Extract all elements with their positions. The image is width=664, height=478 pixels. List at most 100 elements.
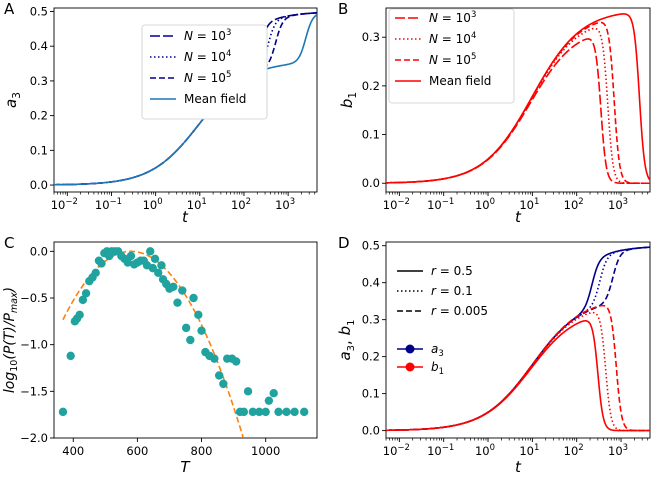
scatter-point: [173, 298, 182, 307]
y-label-part: 10: [9, 360, 20, 372]
legend-marker: [405, 344, 415, 354]
legend-box: [141, 24, 268, 120]
scatter-point: [81, 289, 91, 298]
x-axis-label: t: [515, 208, 522, 226]
legend-label-eq: = 10: [438, 32, 471, 46]
legend-label: N = 104: [184, 49, 231, 64]
legend-marker: [405, 362, 415, 372]
legend-label-var: a: [431, 342, 438, 356]
x-tick-label: 103: [608, 443, 628, 458]
legend-box: [388, 8, 515, 104]
x-tick-label: 10−1: [427, 197, 454, 212]
legend-label-var: N: [184, 29, 193, 43]
legend-label-var: N: [184, 50, 193, 64]
x-tick-label: 100: [475, 197, 495, 212]
y-label-part: 3: [346, 345, 357, 351]
y-label-part: ): [2, 287, 18, 293]
legend-label-var: r: [431, 264, 437, 278]
scatter-point: [150, 254, 160, 263]
legend-label-exp: 3: [226, 28, 231, 38]
scatter-point: [178, 286, 187, 295]
legend-label-var: N: [429, 32, 438, 46]
y-label-part: b: [336, 326, 354, 336]
scatter-point: [197, 326, 206, 335]
scatter-point: [169, 282, 178, 291]
legend-label-var: N: [429, 53, 438, 67]
y-label-part: ,: [336, 335, 354, 345]
series-line-1: [385, 246, 651, 432]
scatter-point: [255, 407, 264, 417]
legend-label: N = 103: [184, 28, 231, 43]
y-label-part: (P(T)/P: [2, 313, 18, 360]
scatter-point: [181, 323, 191, 333]
y-tick-label: 0.5: [362, 239, 380, 253]
x-tick-label: 103: [275, 197, 295, 212]
y-tick-label: −0.5: [20, 291, 48, 305]
legend-label: a3: [431, 342, 444, 359]
x-tick-label: 100: [475, 443, 495, 458]
x-tick-exponent: 2: [578, 197, 583, 207]
plot-frame: [53, 241, 318, 439]
x-tick-label: 10−1: [95, 197, 122, 212]
axis-label-part: 1: [347, 92, 359, 99]
x-tick-label: 800: [191, 444, 213, 458]
x-tick-exponent: −2: [397, 443, 410, 453]
scatter-point: [210, 354, 219, 363]
scatter-point: [146, 247, 155, 256]
scatter-point: [299, 407, 309, 417]
y-tick-label: 0.3: [30, 74, 48, 88]
x-tick-label: 10−1: [427, 443, 454, 458]
legend-label: N = 103: [429, 10, 476, 25]
scatter-point: [154, 268, 163, 277]
scatter-point: [214, 371, 224, 380]
x-tick-label: 102: [564, 197, 584, 212]
x-tick-exponent: 0: [490, 443, 495, 453]
panel-D: D0.00.10.20.30.40.510−2 10−1 100 101 102 103t…: [336, 234, 651, 476]
x-tick-label: 400: [62, 444, 84, 458]
scatter-point: [148, 263, 157, 273]
y-label-part: 1: [346, 319, 357, 325]
panel-label-A: A: [4, 0, 15, 18]
x-tick-exponent: −2: [397, 197, 410, 207]
x-tick-label: 600: [126, 444, 148, 458]
y-axis-label: a3, b1: [336, 319, 357, 360]
scatter-point: [239, 407, 249, 417]
legend-label-sub: 1: [439, 367, 444, 377]
legend-label: r = 0.005: [431, 304, 488, 318]
series-line-5: [385, 304, 650, 432]
scatter-point: [264, 396, 274, 405]
x-tick-exponent: 0: [490, 197, 495, 207]
scatter-point: [78, 295, 88, 305]
scatter-point: [219, 379, 228, 389]
x-tick-exponent: 2: [246, 197, 251, 207]
y-tick-label: 0.5: [30, 4, 48, 18]
series-line-2: [385, 246, 651, 432]
scatter-point: [75, 310, 84, 319]
y-tick-label: 0.0: [362, 176, 380, 190]
legend-label-var: b: [431, 360, 439, 374]
plot-frame: [385, 241, 651, 439]
x-axis-label: t: [515, 458, 522, 476]
legend-label-exp: 5: [226, 70, 231, 80]
y-tick-label: 0.0: [30, 244, 48, 258]
x-tick-label: 1000: [251, 444, 280, 458]
legend-label-exp: 5: [471, 52, 476, 62]
x-tick-label: 101: [187, 197, 207, 212]
scatter-point: [123, 258, 132, 267]
axis-label-part: t: [182, 208, 189, 226]
x-tick-exponent: −1: [110, 197, 123, 207]
x-tick-label: 100: [143, 197, 163, 212]
legend-label-var: r: [431, 284, 437, 298]
scatter-point: [97, 259, 106, 268]
axis-label-part: a: [2, 99, 20, 108]
y-tick-label: 0.4: [30, 39, 48, 53]
x-tick-label: 101: [519, 443, 539, 458]
scatter-point: [126, 251, 136, 261]
legend-label-sub: 3: [438, 349, 443, 359]
x-tick-exponent: 1: [534, 443, 539, 453]
scatter-point: [269, 389, 278, 398]
legend-label-eq: = 0.005: [436, 304, 488, 318]
legend-label: N = 105: [184, 70, 231, 85]
